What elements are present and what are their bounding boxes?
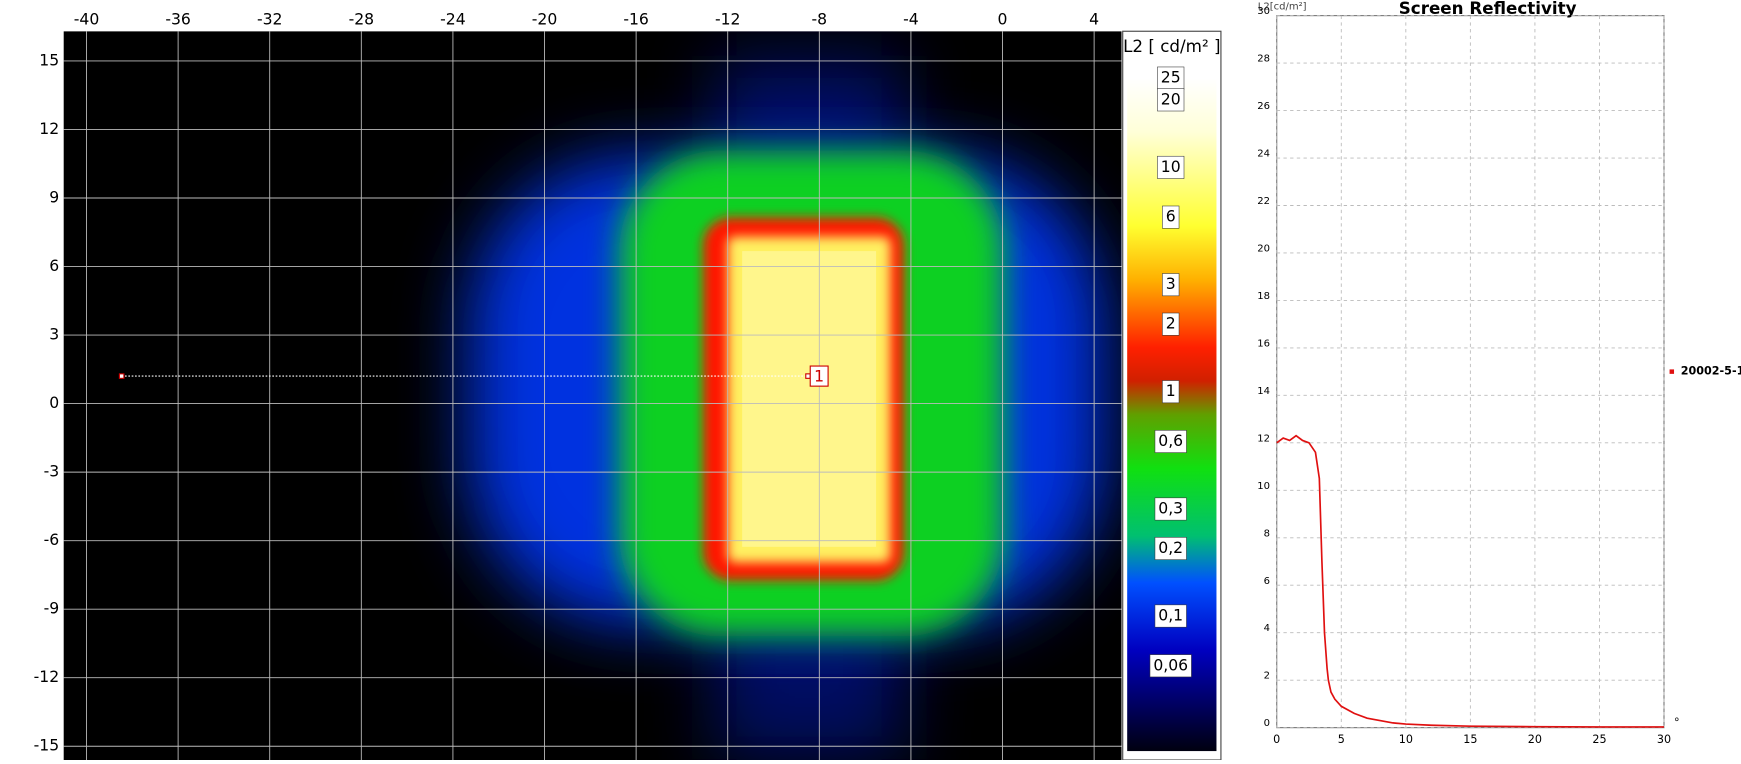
x-tick-label: -16 (623, 11, 649, 29)
colorbar-tick-label: 3 (1166, 275, 1176, 293)
x-tick-label: 0 (998, 11, 1008, 29)
marker-label: 1 (814, 368, 824, 386)
y-tick-label: 10 (1257, 481, 1270, 492)
colorbar-tick-box (1162, 273, 1180, 297)
legend-label: 20002-5-1 (1681, 365, 1741, 378)
colorbar-tick-label: 2 (1166, 315, 1176, 333)
y-tick-label: 16 (1257, 338, 1270, 349)
y-axis-label: L2[cd/m²] (1258, 2, 1307, 13)
x-tick-label: 25 (1592, 733, 1606, 746)
x-tick-label: 5 (1338, 733, 1345, 746)
y-tick-label: 0 (1264, 718, 1270, 729)
y-tick-label: 14 (1257, 386, 1270, 397)
colorbar-tick-label: 0,1 (1158, 607, 1183, 625)
x-tick-label: -24 (440, 11, 466, 29)
x-tick-label: -20 (532, 11, 558, 29)
y-tick-label: -15 (34, 737, 60, 755)
y-tick-label: 28 (1257, 54, 1270, 65)
y-tick-label: 6 (1264, 576, 1270, 587)
colorbar-tick-label: 0,6 (1158, 432, 1183, 450)
colorbar-tick-label: 6 (1166, 208, 1176, 226)
y-tick-label: 6 (49, 257, 59, 275)
series-line (1276, 434, 1664, 728)
legend-swatch (1669, 369, 1675, 374)
colorbar-tick-box (1154, 537, 1187, 560)
colorbar-title: L2 [ cd/m² ] (1123, 36, 1220, 56)
y-tick-label: 26 (1257, 101, 1270, 112)
profile-marker: 1 (118, 365, 829, 387)
x-tick-label: 15 (1463, 733, 1477, 746)
x-tick-label: -12 (715, 11, 741, 29)
y-tick-label: 8 (1264, 528, 1270, 539)
y-tick-label: -6 (44, 531, 60, 549)
x-tick-label: -28 (349, 11, 375, 29)
x-tick-label: -32 (257, 11, 283, 29)
luminance-map (63, 31, 1122, 763)
colorbar-tick-box (1162, 205, 1180, 229)
y-tick-label: 4 (1264, 623, 1270, 634)
y-tick-label: 12 (1257, 433, 1270, 444)
y-tick-label: 15 (39, 51, 59, 69)
x-tick-label: -4 (903, 11, 919, 29)
colorbar-tick-box (1149, 654, 1192, 678)
y-tick-label: 9 (49, 189, 59, 207)
y-tick-label: 3 (49, 326, 59, 344)
colorbar-tick-label: 0,06 (1153, 656, 1188, 674)
y-tick-label: 22 (1257, 196, 1270, 207)
chart-title: Screen Reflectivity (1399, 0, 1577, 18)
profile-end (805, 373, 811, 379)
colorbar-tick-label: 20 (1161, 90, 1181, 108)
colorbar-tick-box (1154, 497, 1187, 521)
colorbar-tick-box (1154, 604, 1187, 628)
colorbar-tick-label: 25 (1161, 69, 1181, 87)
y-tick-label: -9 (44, 600, 60, 618)
bright-core (742, 251, 877, 547)
x-tick-label: 0 (1273, 733, 1280, 746)
y-tick-label: -12 (34, 668, 60, 686)
x-tick-label: -8 (812, 11, 828, 29)
y-tick-label: 2 (1264, 671, 1270, 682)
y-tick-label: 0 (49, 394, 59, 412)
colorbar-tick-box (1162, 312, 1180, 336)
colorbar-tick-box (1157, 88, 1185, 112)
colorbar-tick-label: 0,2 (1158, 539, 1183, 557)
colorbar-tick-box (1154, 430, 1187, 453)
y-tick-label: 24 (1257, 149, 1270, 160)
colorbar-tick-box (1157, 155, 1185, 179)
x-tick-label: 20 (1528, 733, 1542, 746)
y-tick-label: 30 (1257, 6, 1270, 17)
colorbar (1127, 78, 1217, 752)
x-tick-label: 10 (1399, 733, 1413, 746)
x-axis-label: ° (1674, 716, 1680, 729)
x-tick-label: 30 (1657, 733, 1671, 746)
colorbar-tick-box (1162, 380, 1180, 404)
marker-box (809, 365, 829, 387)
colorbar-tick-label: 10 (1161, 158, 1181, 176)
x-tick-label: -40 (74, 11, 100, 29)
profile-start (118, 373, 125, 379)
y-tick-label: 12 (39, 120, 59, 138)
y-tick-label: -3 (44, 463, 60, 481)
x-tick-label: -36 (165, 11, 191, 29)
colorbar-tick-label: 0,3 (1158, 499, 1183, 517)
y-tick-label: 18 (1257, 291, 1270, 302)
x-tick-label: 4 (1089, 11, 1099, 29)
colorbar-tick-label: 1 (1166, 382, 1176, 400)
y-tick-label: 20 (1257, 243, 1270, 254)
